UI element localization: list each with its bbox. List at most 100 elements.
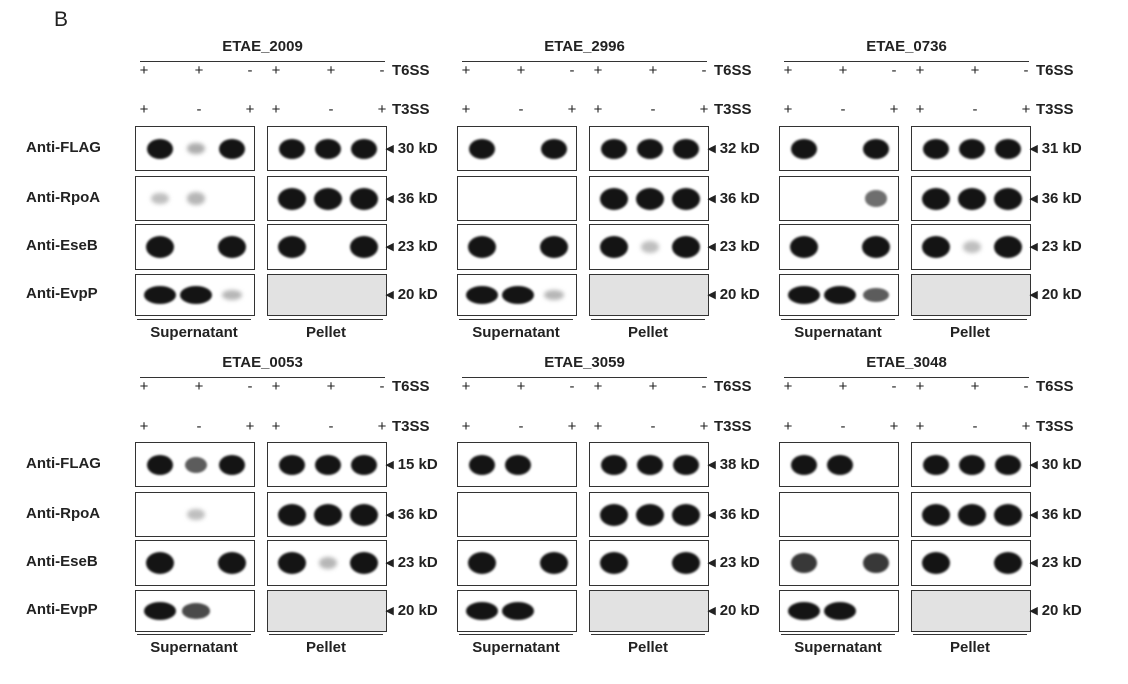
t6ss-sign: + [593,62,603,79]
blot-band [862,287,890,303]
fraction-label-pellet: Pellet [627,324,669,341]
t3ss-sign: + [699,418,709,435]
blot-band [278,236,306,258]
blot-band [469,454,495,475]
blot-band [181,603,211,619]
molecular-weight-label: ◂ 23 kD [1030,554,1082,571]
blot-pellet [911,126,1031,171]
blot-band [505,454,531,475]
molecular-weight-label: ◂ 20 kD [386,286,438,303]
blot-band [218,236,246,258]
fraction-label-pellet: Pellet [949,324,991,341]
panel-label: B [54,8,69,31]
blot-band [315,138,341,159]
blot-pellet [267,590,387,632]
protein-name: ETAE_2996 [544,38,625,55]
t6ss-sign: + [838,378,848,395]
blot-band [278,187,306,210]
t3ss-sign: - [328,418,334,435]
blot-supernatant [135,540,255,586]
molecular-weight-label: ◂ 23 kD [708,554,760,571]
antibody-label: Anti-RpoA [26,188,101,206]
t6ss-sign: - [569,62,575,79]
blot-supernatant [779,590,899,632]
blot-band [923,138,949,159]
blot-supernatant [779,274,899,316]
blot-band [147,138,173,159]
fraction-label-supernatant: Supernatant [794,639,882,656]
t6ss-sign: - [247,378,253,395]
fraction-label-pellet: Pellet [949,639,991,656]
blot-band [218,552,246,574]
blot-band [963,241,981,253]
antibody-label: Anti-FLAG [26,454,101,472]
blot-pellet [267,540,387,586]
antibody-label: Anti-EvpP [26,601,98,618]
blot-band [994,187,1022,210]
protein-name: ETAE_3059 [544,354,625,371]
t6ss-sign: - [379,62,385,79]
blot-band [351,138,377,159]
molecular-weight-label: ◂ 20 kD [386,602,438,619]
antibody-label: Anti-EseB [26,237,98,254]
blot-band [187,508,205,521]
protein-name: ETAE_2009 [222,38,303,55]
t3ss-sign: - [840,418,846,435]
blot-band [922,236,950,258]
blot-pellet [589,176,709,221]
t6ss-sign: + [516,378,526,395]
blot-band [672,503,700,526]
blot-band [219,454,245,475]
t6ss-label: T6SS [714,378,752,395]
t3ss-sign: + [593,101,603,118]
t3ss-sign: + [567,418,577,435]
t6ss-sign: + [461,378,471,395]
t3ss-sign: + [1021,418,1031,435]
blot-band [185,456,207,473]
t6ss-sign: + [648,62,658,79]
fraction-label-pellet: Pellet [305,324,347,341]
blot-band [637,138,663,159]
blot-band [600,187,628,210]
t3ss-sign: + [377,418,387,435]
blot-band [540,236,568,258]
molecular-weight-label: ◂ 30 kD [1030,455,1082,473]
blot-band [219,138,245,159]
t6ss-sign: + [783,62,793,79]
t3ss-sign: - [518,418,524,435]
molecular-weight-label: ◂ 20 kD [1030,602,1082,619]
molecular-weight-label: ◂ 23 kD [386,238,438,255]
blot-band [469,138,495,159]
blot-band [862,236,890,258]
blot-band [466,286,498,304]
blot-band [144,286,176,304]
t3ss-sign: + [699,101,709,118]
antibody-label: Anti-FLAG [26,138,101,156]
t6ss-sign: - [569,378,575,395]
molecular-weight-label: ◂ 15 kD [386,455,438,473]
molecular-weight-label: ◂ 20 kD [1030,286,1082,303]
blot-band [279,138,305,159]
t3ss-sign: - [196,418,202,435]
blot-pellet [589,492,709,537]
t3ss-sign: + [461,101,471,118]
t6ss-sign: + [648,378,658,395]
blot-pellet [589,224,709,270]
blot-band [315,454,341,475]
t6ss-sign: + [139,378,149,395]
t3ss-sign: + [889,101,899,118]
blot-band [672,187,700,210]
blot-supernatant [457,590,577,632]
blot-band [824,602,856,620]
blot-supernatant [135,492,255,537]
fraction-underline [459,634,573,635]
t6ss-sign: + [516,62,526,79]
blot-band [221,290,243,300]
blot-band [959,454,985,475]
t3ss-label: T3SS [392,101,430,118]
t6ss-sign: + [139,62,149,79]
blot-pellet [911,492,1031,537]
blot-band [350,552,378,574]
antibody-label: Anti-RpoA [26,504,101,522]
